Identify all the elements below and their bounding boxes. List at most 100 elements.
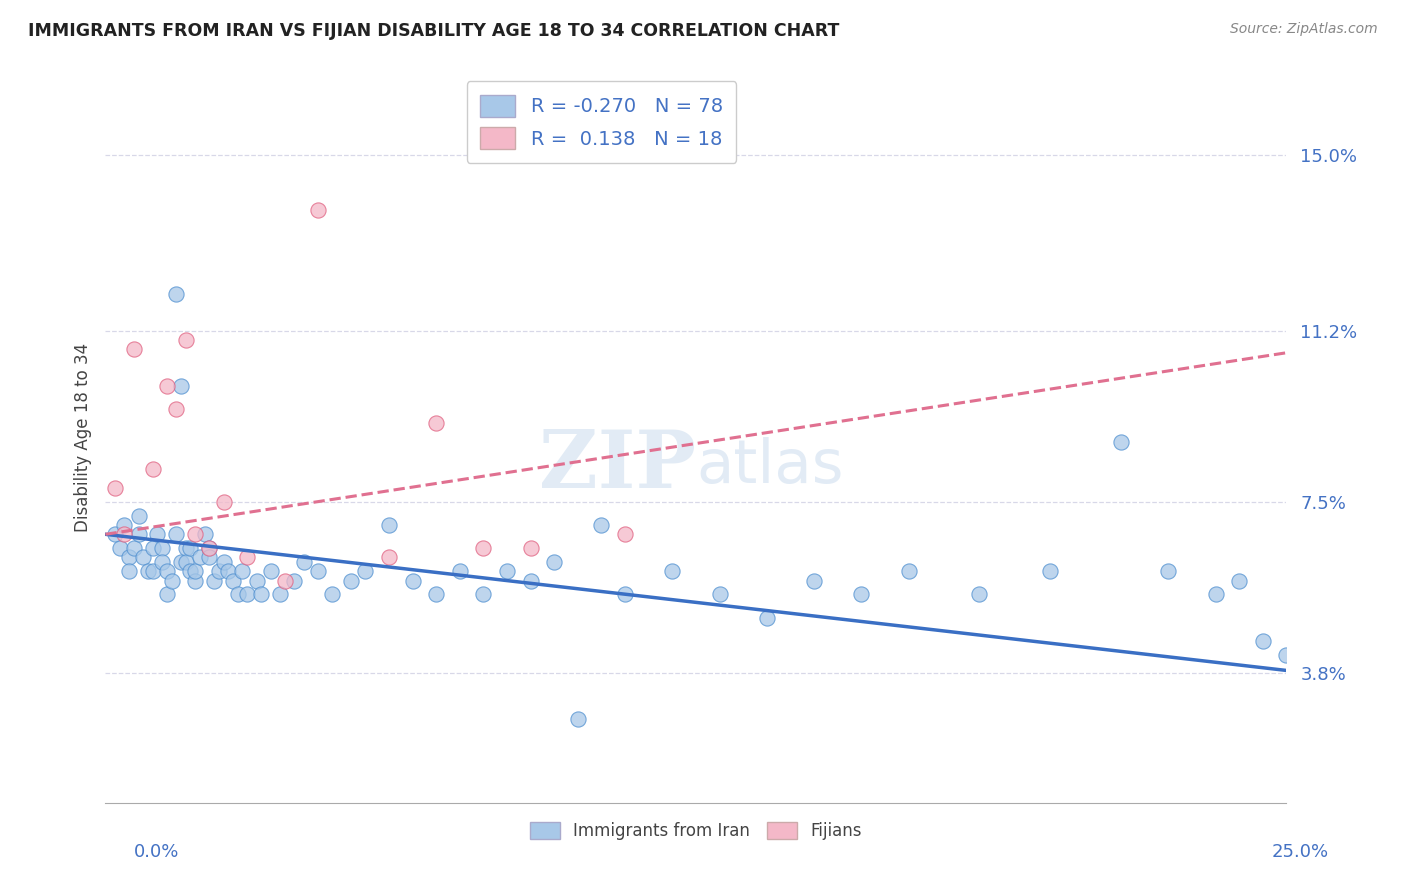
Point	[128, 527, 150, 541]
Point	[122, 541, 145, 556]
Point	[472, 587, 495, 601]
Point	[1109, 434, 1132, 449]
Point	[184, 565, 207, 579]
Point	[150, 555, 173, 569]
Point	[122, 342, 145, 356]
Point	[292, 555, 315, 569]
Point	[212, 495, 235, 509]
Point	[184, 574, 207, 588]
Point	[897, 565, 920, 579]
Point	[1205, 587, 1227, 601]
Point	[184, 527, 207, 541]
Point	[661, 565, 683, 579]
Point	[198, 541, 221, 556]
Point	[118, 550, 141, 565]
Point	[128, 508, 150, 523]
Point	[212, 555, 235, 569]
Point	[174, 541, 197, 556]
Point	[156, 587, 179, 601]
Text: 25.0%: 25.0%	[1271, 843, 1329, 861]
Point	[378, 518, 401, 533]
Point	[340, 574, 363, 588]
Point	[250, 587, 273, 601]
Point	[519, 541, 541, 556]
Point	[112, 527, 135, 541]
Point	[851, 587, 873, 601]
Point	[307, 203, 329, 218]
Point	[401, 574, 423, 588]
Point	[1039, 565, 1062, 579]
Point	[174, 333, 197, 347]
Point	[142, 541, 165, 556]
Point	[269, 587, 291, 601]
Point	[202, 574, 225, 588]
Point	[591, 518, 613, 533]
Point	[236, 587, 259, 601]
Point	[354, 565, 377, 579]
Point	[104, 527, 127, 541]
Point	[567, 713, 589, 727]
Point	[165, 286, 187, 301]
Point	[449, 565, 471, 579]
Text: IMMIGRANTS FROM IRAN VS FIJIAN DISABILITY AGE 18 TO 34 CORRELATION CHART: IMMIGRANTS FROM IRAN VS FIJIAN DISABILIT…	[28, 22, 839, 40]
Point	[156, 565, 179, 579]
Point	[222, 574, 245, 588]
Point	[1285, 666, 1308, 681]
Point	[136, 565, 159, 579]
Point	[208, 565, 231, 579]
Text: 0.0%: 0.0%	[134, 843, 179, 861]
Point	[174, 555, 197, 569]
Point	[104, 481, 127, 495]
Point	[194, 527, 217, 541]
Point	[425, 587, 447, 601]
Point	[165, 527, 187, 541]
Point	[274, 574, 297, 588]
Point	[188, 550, 211, 565]
Point	[156, 379, 179, 393]
Point	[260, 565, 283, 579]
Legend: Immigrants from Iran, Fijians: Immigrants from Iran, Fijians	[523, 815, 869, 847]
Point	[198, 550, 221, 565]
Y-axis label: Disability Age 18 to 34: Disability Age 18 to 34	[73, 343, 91, 532]
Point	[108, 541, 131, 556]
Point	[1275, 648, 1298, 662]
Point	[112, 518, 135, 533]
Point	[1227, 574, 1250, 588]
Point	[1251, 633, 1274, 648]
Point	[755, 610, 778, 624]
Point	[142, 462, 165, 476]
Point	[236, 550, 259, 565]
Point	[1299, 726, 1322, 740]
Point	[321, 587, 343, 601]
Point	[519, 574, 541, 588]
Point	[1285, 657, 1308, 671]
Point	[246, 574, 269, 588]
Point	[1157, 565, 1180, 579]
Point	[283, 574, 305, 588]
Point	[179, 541, 201, 556]
Point	[198, 541, 221, 556]
Point	[160, 574, 183, 588]
Point	[614, 527, 637, 541]
Point	[614, 587, 637, 601]
Point	[496, 565, 519, 579]
Point	[231, 565, 253, 579]
Text: atlas: atlas	[696, 437, 844, 496]
Text: ZIP: ZIP	[538, 427, 696, 506]
Point	[378, 550, 401, 565]
Point	[543, 555, 565, 569]
Point	[132, 550, 155, 565]
Point	[472, 541, 495, 556]
Point	[709, 587, 731, 601]
Point	[165, 402, 187, 417]
Point	[179, 565, 201, 579]
Point	[969, 587, 991, 601]
Point	[170, 555, 193, 569]
Point	[150, 541, 173, 556]
Point	[307, 565, 329, 579]
Point	[803, 574, 825, 588]
Point	[146, 527, 169, 541]
Point	[170, 379, 193, 393]
Point	[425, 416, 447, 430]
Point	[142, 565, 165, 579]
